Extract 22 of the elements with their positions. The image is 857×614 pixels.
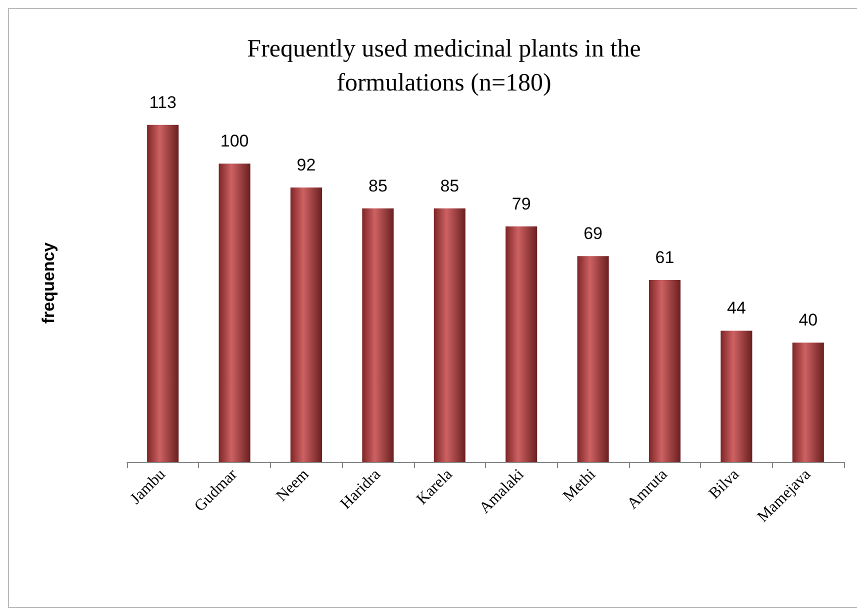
y-axis-title: frequency [39, 242, 58, 324]
bar [648, 280, 681, 462]
data-label: 85 [440, 176, 460, 196]
data-label: 69 [584, 224, 603, 244]
data-label: 92 [296, 156, 316, 175]
bar [362, 208, 394, 462]
data-label: 79 [512, 194, 531, 214]
data-label: 61 [655, 248, 674, 268]
chart-title: Frequently used medicinal plants in the formulations (n=180) [247, 36, 641, 96]
data-label: 40 [798, 310, 818, 330]
data-label: 113 [149, 92, 176, 112]
data-label: 85 [368, 176, 388, 196]
bar [290, 188, 322, 462]
bar [577, 256, 609, 462]
bar [147, 124, 179, 462]
bar [434, 208, 466, 462]
data-label: 100 [220, 132, 249, 151]
data-label: 44 [726, 298, 746, 318]
bar [720, 330, 752, 462]
bar [506, 226, 538, 462]
bar [218, 164, 250, 462]
bar [792, 342, 824, 462]
